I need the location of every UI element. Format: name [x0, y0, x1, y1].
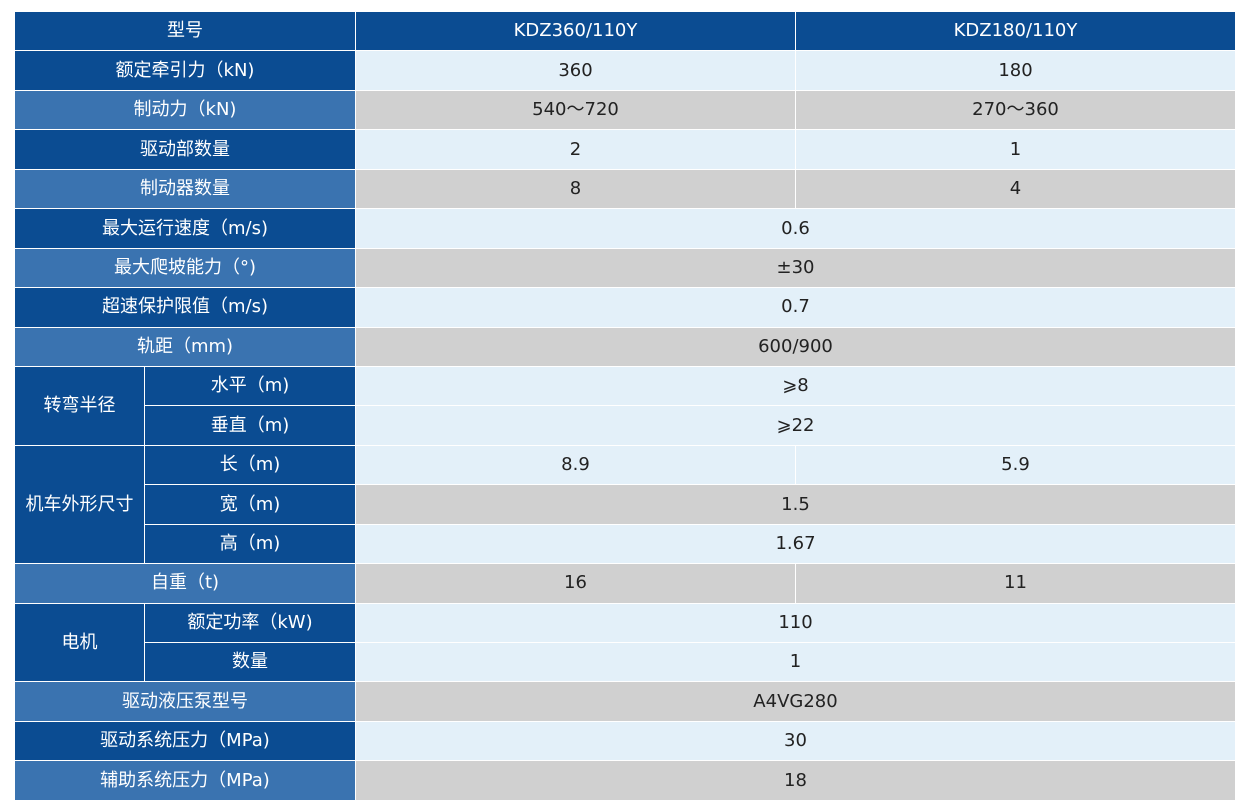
cell-value: 1.5 [355, 484, 1236, 525]
row-label: 垂直（m) [144, 405, 356, 446]
table-row: 宽（m) 1.5 [15, 484, 1236, 525]
table-row: 数量 1 [15, 641, 1236, 683]
row-label: 额定牵引力（kN) [14, 50, 356, 91]
cell-value: 1 [795, 129, 1236, 170]
cell-value: 16 [355, 563, 796, 604]
cell-value: 0.6 [355, 208, 1236, 249]
table-row: 驱动系统压力（MPa) 30 [14, 720, 1236, 762]
cell-value: 8.9 [355, 444, 796, 486]
row-label: 长（m) [144, 444, 356, 486]
table-row: 制动器数量 8 4 [14, 168, 1236, 210]
group-label-dimensions: 机车外形尺寸 [14, 444, 145, 565]
row-label: 额定功率（kW) [144, 602, 356, 644]
table-row: 超速保护限值（m/s) 0.7 [14, 287, 1236, 328]
row-label: 高（m) [144, 523, 356, 565]
cell-value: 4 [795, 168, 1236, 210]
group-label-turning: 转弯半径 [14, 365, 145, 446]
table-row: 额定牵引力（kN) 360 180 [14, 50, 1236, 91]
group-label-motor: 电机 [14, 602, 145, 683]
cell-value: 1 [355, 641, 1236, 683]
table-row: 垂直（m) ⩾22 [15, 405, 1236, 446]
table-row: 驱动液压泵型号 A4VG280 [14, 681, 1236, 722]
row-label: 制动器数量 [14, 168, 356, 210]
table-row: 电机 额定功率（kW) 110 [14, 602, 1236, 683]
row-label: 最大爬坡能力（°) [14, 247, 356, 289]
table-row: 转弯半径 水平（m) ⩾8 [14, 365, 1236, 446]
cell-value: 8 [355, 168, 796, 210]
table-row: 最大爬坡能力（°) ±30 [14, 247, 1236, 289]
cell-value: 180 [795, 50, 1236, 91]
row-label: 辅助系统压力（MPa) [14, 760, 356, 801]
table-row: 轨距（mm) 600/900 [14, 326, 1236, 367]
row-label: 制动力（kN) [14, 89, 356, 131]
cell-value: 540～720 [355, 89, 796, 131]
cell-value: ⩾22 [355, 405, 1236, 446]
cell-value: 5.9 [795, 444, 1236, 486]
row-label: 驱动液压泵型号 [14, 681, 356, 722]
table-row: 辅助系统压力（MPa) 18 [14, 760, 1236, 801]
cell-value: 18 [355, 760, 1236, 801]
row-label: 轨距（mm) [14, 326, 356, 367]
row-label: 驱动系统压力（MPa) [14, 720, 356, 762]
cell-value: ⩾8 [355, 365, 1236, 407]
table-row: 高（m) 1.67 [15, 523, 1236, 565]
cell-value: ±30 [355, 247, 1236, 289]
row-label: 最大运行速度（m/s) [14, 208, 356, 249]
table-row: 机车外形尺寸 长（m) 8.9 5.9 [14, 444, 1236, 565]
header-model-a: KDZ360/110Y [355, 10, 796, 52]
table-header-row: 型号 KDZ360/110Y KDZ180/110Y [14, 10, 1236, 52]
table-row: 自重（t) 16 11 [14, 563, 1236, 604]
table-row: 制动力（kN) 540～720 270～360 [14, 89, 1236, 131]
cell-value: 1.67 [355, 523, 1236, 565]
header-model-b: KDZ180/110Y [795, 10, 1236, 52]
row-label: 宽（m) [144, 484, 356, 525]
cell-value: 0.7 [355, 287, 1236, 328]
row-label: 驱动部数量 [14, 129, 356, 170]
cell-value: 360 [355, 50, 796, 91]
cell-value: 600/900 [355, 326, 1236, 367]
cell-value: A4VG280 [355, 681, 1236, 722]
row-label: 自重（t) [14, 563, 356, 604]
cell-value: 11 [795, 563, 1236, 604]
row-label: 数量 [144, 641, 356, 683]
cell-value: 30 [355, 720, 1236, 762]
cell-value: 110 [355, 602, 1236, 644]
cell-value: 2 [355, 129, 796, 170]
table-row: 驱动部数量 2 1 [14, 129, 1236, 170]
header-label: 型号 [14, 10, 356, 52]
table-row: 最大运行速度（m/s) 0.6 [14, 208, 1236, 249]
row-label: 水平（m) [144, 365, 356, 407]
spec-table: 型号 KDZ360/110Y KDZ180/110Y 额定牵引力（kN) 360… [14, 10, 1236, 801]
cell-value: 270～360 [795, 89, 1236, 131]
row-label: 超速保护限值（m/s) [14, 287, 356, 328]
